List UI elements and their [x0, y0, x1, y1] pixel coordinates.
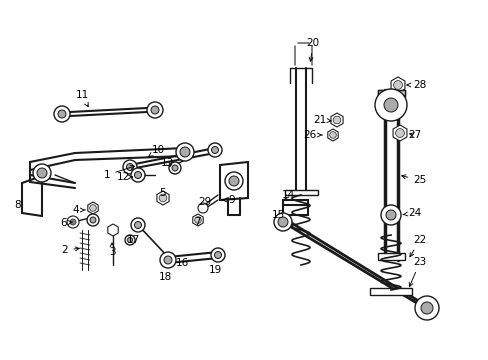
Circle shape: [172, 165, 178, 171]
Circle shape: [393, 81, 402, 89]
Text: 10: 10: [148, 145, 164, 157]
Circle shape: [126, 163, 133, 171]
Text: 1: 1: [103, 166, 134, 180]
Polygon shape: [392, 125, 406, 141]
Circle shape: [385, 210, 395, 220]
Circle shape: [54, 106, 70, 122]
Circle shape: [151, 106, 159, 114]
Circle shape: [210, 248, 224, 262]
Circle shape: [58, 110, 66, 118]
Text: 5: 5: [159, 188, 165, 198]
Circle shape: [380, 205, 400, 225]
Text: 25: 25: [401, 175, 426, 185]
Polygon shape: [285, 190, 317, 195]
Circle shape: [123, 160, 137, 174]
Text: 11: 11: [75, 90, 88, 107]
Polygon shape: [390, 77, 404, 93]
Circle shape: [180, 147, 190, 157]
Circle shape: [131, 218, 145, 232]
Circle shape: [147, 102, 163, 118]
Circle shape: [131, 168, 145, 182]
Text: 8: 8: [15, 200, 21, 210]
Text: 18: 18: [158, 272, 171, 282]
Circle shape: [37, 168, 47, 178]
Circle shape: [169, 162, 181, 174]
Polygon shape: [88, 202, 98, 214]
Text: 27: 27: [407, 130, 421, 140]
Text: 7: 7: [193, 217, 200, 227]
Circle shape: [383, 98, 397, 112]
Circle shape: [207, 143, 222, 157]
Circle shape: [87, 214, 99, 226]
Text: 21: 21: [313, 115, 330, 125]
Circle shape: [125, 235, 135, 245]
Text: 23: 23: [408, 257, 426, 287]
Text: 28: 28: [406, 80, 426, 90]
Circle shape: [211, 147, 218, 153]
Circle shape: [414, 296, 438, 320]
Circle shape: [374, 89, 406, 121]
Text: 24: 24: [402, 208, 421, 218]
Text: 15: 15: [271, 210, 284, 220]
Circle shape: [214, 252, 221, 258]
Polygon shape: [377, 253, 404, 260]
Polygon shape: [377, 90, 404, 97]
Circle shape: [70, 219, 76, 225]
Polygon shape: [107, 224, 118, 236]
Circle shape: [329, 132, 336, 138]
Circle shape: [278, 217, 287, 227]
Circle shape: [159, 194, 166, 202]
Circle shape: [395, 129, 404, 138]
Circle shape: [67, 216, 79, 228]
Circle shape: [134, 221, 141, 229]
Text: 6: 6: [61, 218, 73, 228]
Circle shape: [127, 238, 132, 243]
Circle shape: [332, 116, 340, 124]
Circle shape: [176, 143, 194, 161]
Circle shape: [228, 176, 239, 186]
Circle shape: [163, 256, 172, 264]
Text: 26: 26: [303, 130, 322, 140]
Text: 17: 17: [126, 235, 140, 245]
Polygon shape: [327, 129, 338, 141]
Text: 22: 22: [409, 235, 426, 257]
Polygon shape: [377, 90, 404, 95]
Text: 12: 12: [116, 172, 132, 182]
Polygon shape: [192, 214, 203, 226]
Circle shape: [134, 171, 141, 179]
Circle shape: [89, 205, 96, 211]
Text: 2: 2: [61, 245, 79, 255]
Text: 16: 16: [175, 258, 188, 268]
Polygon shape: [330, 113, 343, 127]
Polygon shape: [157, 191, 169, 205]
Text: 14: 14: [281, 190, 294, 200]
Text: 19: 19: [208, 265, 221, 275]
Text: 3: 3: [108, 243, 115, 257]
Circle shape: [90, 217, 96, 223]
Text: 13: 13: [160, 158, 173, 168]
Text: 9: 9: [223, 195, 235, 205]
Text: 20: 20: [306, 38, 319, 61]
Polygon shape: [369, 288, 411, 295]
Circle shape: [273, 213, 291, 231]
Text: 29: 29: [198, 197, 211, 207]
Circle shape: [160, 252, 176, 268]
Circle shape: [198, 203, 207, 213]
Text: 4: 4: [73, 205, 85, 215]
Circle shape: [224, 172, 243, 190]
Circle shape: [420, 302, 432, 314]
Circle shape: [33, 164, 51, 182]
Circle shape: [194, 217, 201, 223]
